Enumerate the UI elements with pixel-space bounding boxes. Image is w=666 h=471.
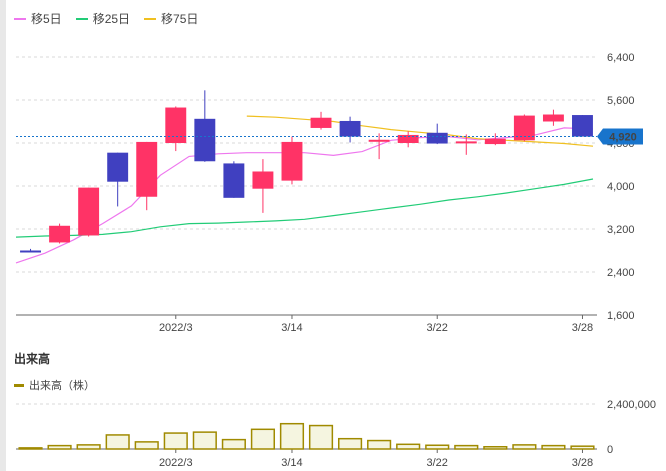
volume-x-tick-label: 3/28 [572,457,593,469]
candle-body [484,138,506,145]
volume-bar [76,444,101,450]
volume-bar [105,434,130,450]
candle-body [107,152,129,182]
candle-body [397,134,419,143]
volume-x-tick-label: 3/22 [427,457,448,469]
volume-bar [134,441,159,450]
candle-body [78,187,100,236]
chart-legend: 移5日 移25日 移75日 [14,10,198,27]
legend-label-ma25: 移25日 [92,12,131,26]
price-y-tick-label: 1,600 [607,310,635,322]
price-y-tick-label: 2,400 [607,267,635,279]
volume-bar [425,444,450,450]
volume-bar [454,444,479,450]
legend-swatch-ma25 [75,17,88,20]
volume-bar [250,428,276,450]
price-x-tick-label: 2022/3 [159,322,193,334]
price-y-tick-label: 3,200 [607,224,635,236]
candle-body [20,250,41,253]
candle-body [426,132,448,144]
candle-body [194,118,216,162]
volume-x-tick-label: 3/14 [281,457,302,469]
price-y-tick-label: 5,600 [607,95,635,107]
volume-bar [396,443,421,450]
volume-title: 出来高 [14,352,51,366]
candle-body [49,225,71,243]
volume-bar [221,438,246,450]
volume-bar [512,444,537,450]
volume-x-tick-label: 2022/3 [159,457,193,469]
volume-bar [367,439,392,450]
ma-line-75 [246,115,594,147]
candle-body [513,115,535,141]
price-y-tick-label: 6,400 [607,52,635,64]
ma-line-5 [15,127,594,264]
candle-body [252,171,274,189]
price-x-tick-label: 3/14 [281,322,302,334]
legend-swatch-ma5 [14,17,26,20]
legend-label-ma75: 移75日 [161,12,199,26]
legend-item-ma25[interactable]: 移25日 [75,10,131,27]
volume-bar [18,447,43,450]
volume-y-tick-label: 2,400,000 [607,399,656,411]
legend-item-ma5[interactable]: 移5日 [14,10,62,27]
left-border [0,0,6,471]
price-x-tick-label: 3/22 [427,322,448,334]
last-price-badge-label: 4,920 [609,132,637,144]
volume-bar [570,445,595,450]
volume-bar [337,437,363,450]
volume-bar [483,446,508,450]
last-price-badge [597,128,643,145]
legend-label-ma5: 移5日 [31,12,62,26]
candle-body [368,139,390,142]
volume-bar [47,444,72,450]
candle-body [339,120,361,137]
volume-y-tick-label: 0 [607,444,613,456]
candle-body [165,107,187,143]
candle-body [572,115,593,137]
volume-legend-swatch [14,383,24,387]
volume-bar [279,422,305,450]
candle-body [455,141,477,144]
volume-bar [308,424,334,450]
volume-bar [541,444,566,450]
candle-body [281,141,303,181]
volume-bar [163,432,188,450]
volume-legend[interactable]: 出来高（株） [14,377,95,393]
price-y-tick-label: 4,000 [607,181,635,193]
candle-body [310,117,332,128]
legend-swatch-ma75 [144,17,157,20]
candle-body [223,163,245,198]
candle-body [542,114,564,122]
volume-legend-label: 出来高（株） [29,380,95,392]
legend-item-ma75[interactable]: 移75日 [144,10,198,27]
ma-line-25 [15,178,594,238]
candle-body [136,141,158,197]
volume-bar [192,431,217,450]
price-x-tick-label: 3/28 [572,322,593,334]
